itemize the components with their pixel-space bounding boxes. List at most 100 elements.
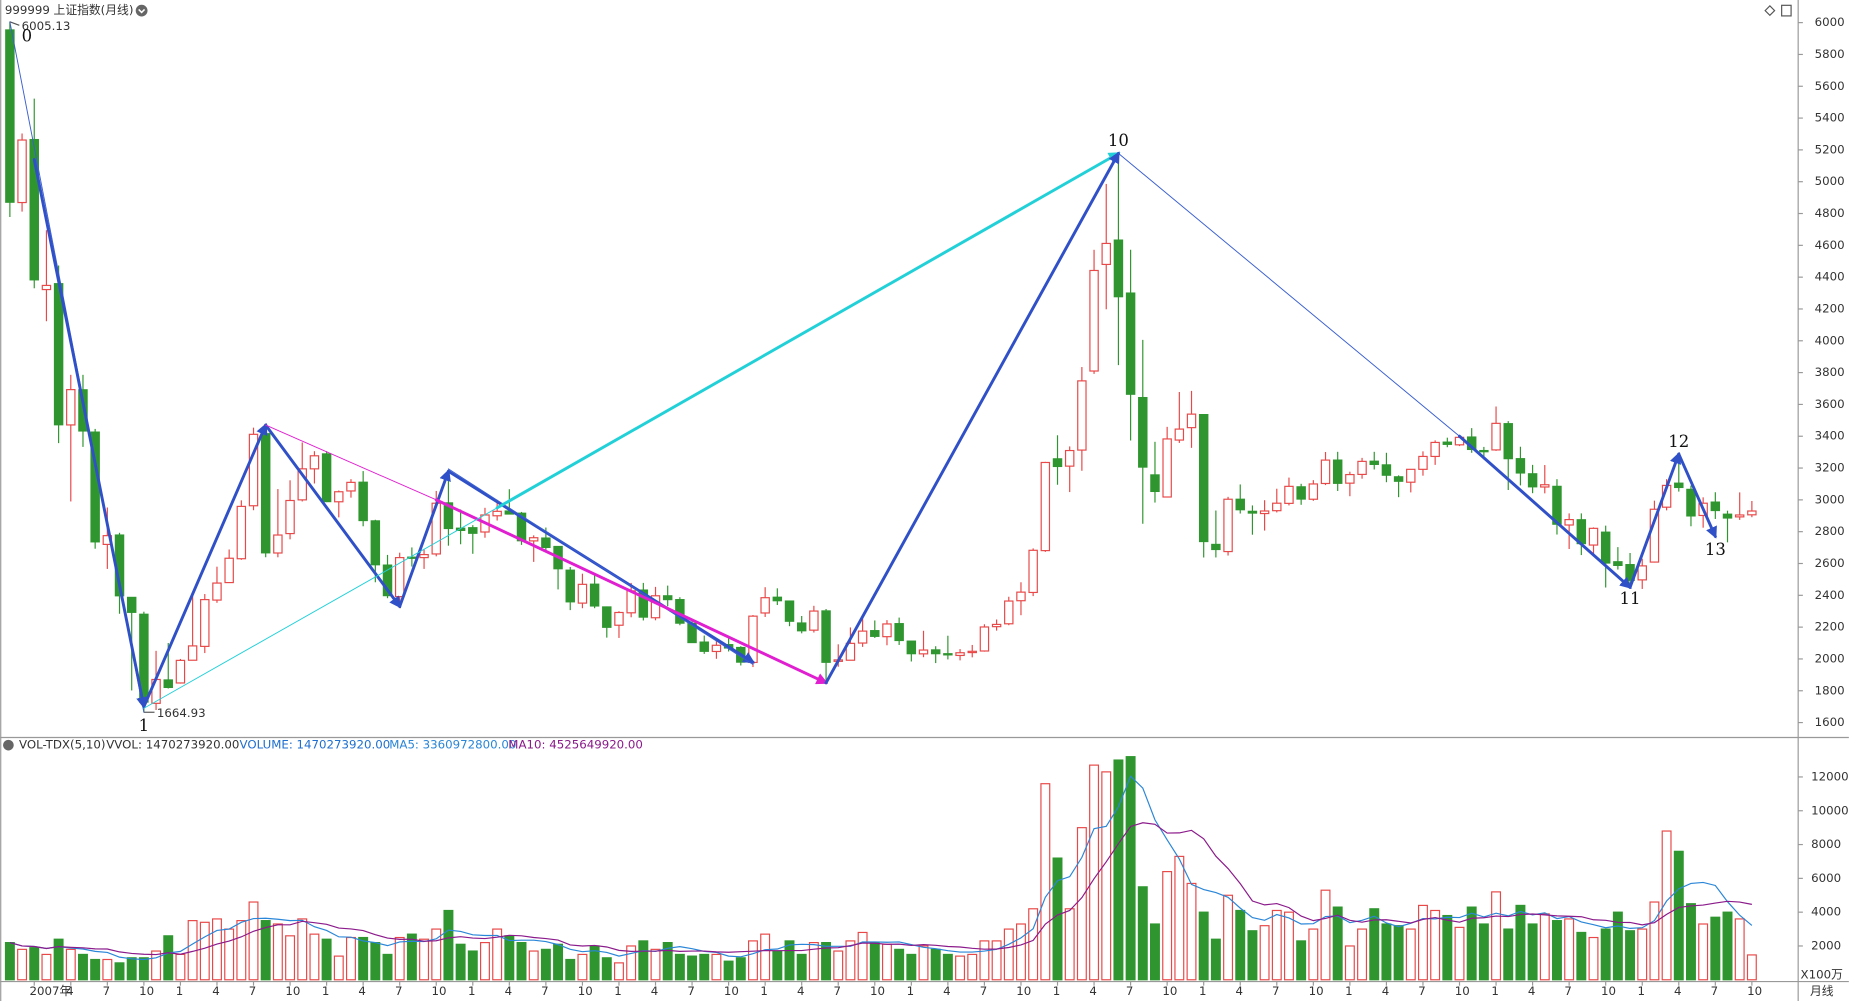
volume-bar	[1454, 926, 1465, 981]
volume-bar	[1320, 889, 1331, 981]
x-tick-label: 1	[1345, 984, 1353, 998]
candle-body	[1491, 422, 1501, 451]
candle-body	[845, 642, 856, 661]
x-tick-label: 10	[139, 984, 154, 998]
y-tick-label: 6000	[1811, 871, 1841, 885]
volume-bar	[906, 953, 917, 981]
title-menu-icon[interactable]	[135, 4, 148, 17]
candle-body	[870, 630, 880, 637]
x-tick-label: 4	[66, 984, 74, 998]
volume-bar	[772, 950, 783, 981]
candle-body	[809, 610, 819, 631]
volume-bar	[1637, 928, 1648, 981]
volume-bar	[1588, 936, 1599, 981]
volume-bar	[1576, 931, 1587, 981]
volume-bar	[1734, 918, 1745, 981]
candle-body	[906, 640, 917, 655]
volume-bar	[431, 928, 442, 981]
volume-bar	[1064, 908, 1075, 981]
y-tick-label: 3800	[1815, 365, 1845, 379]
volume-bar	[1430, 909, 1441, 981]
y-tick-label: 5800	[1815, 47, 1845, 61]
candle-body	[260, 433, 271, 554]
y-tick-label: 2000	[1815, 651, 1845, 665]
y-tick-label: 4200	[1815, 301, 1845, 315]
volume-bar	[881, 943, 892, 981]
volume-bar	[1247, 930, 1258, 981]
x-tick-label: 1	[907, 984, 915, 998]
volume-bar	[1198, 911, 1209, 981]
candle-body	[297, 468, 307, 501]
volume-bar	[1649, 901, 1660, 981]
candle-body	[1674, 482, 1684, 489]
volume-bar	[1186, 882, 1197, 981]
volume-bar	[199, 921, 210, 981]
candle-body	[1418, 455, 1428, 470]
candle-body	[1381, 464, 1392, 476]
volume-bar	[845, 940, 856, 981]
candle-body	[1028, 549, 1038, 594]
title-menu-chevron	[138, 8, 146, 14]
candle-body	[309, 455, 320, 470]
x-tick-label: 10	[870, 984, 885, 998]
volume-bar	[650, 948, 661, 981]
volume-bar	[565, 958, 576, 981]
volume-bar	[857, 931, 868, 981]
candle-body	[894, 623, 904, 642]
volume-unit: X100万	[1801, 968, 1844, 982]
x-tick-label: 7	[1418, 984, 1426, 998]
x-tick-label: 7	[980, 984, 988, 998]
volume-bar	[504, 935, 515, 981]
volume-bar	[406, 933, 417, 981]
x-tick-label: 7	[687, 984, 695, 998]
volume-bar	[382, 953, 393, 981]
volume-bar	[540, 948, 551, 981]
volume-bar	[516, 942, 527, 981]
candle-body	[821, 610, 831, 663]
volume-bar	[662, 942, 673, 981]
indicator-menu-icon[interactable]	[3, 739, 14, 751]
volume-bar	[1673, 850, 1684, 981]
volume-bar	[1369, 908, 1380, 981]
volume-bar	[151, 950, 162, 981]
candle-body	[29, 138, 39, 281]
volume-bar	[1162, 871, 1173, 981]
candle-body	[1101, 242, 1111, 266]
volume-bar	[345, 936, 356, 981]
candle-body	[382, 564, 393, 597]
candle-body	[602, 606, 612, 628]
x-tick-label: 2007年	[30, 984, 72, 998]
volume-bar	[1417, 904, 1428, 981]
x-tick-label: 4	[1674, 984, 1682, 998]
wave-line	[1628, 451, 1682, 589]
volume-bar	[467, 950, 478, 981]
candle-body	[1430, 441, 1440, 458]
volume-bar	[1259, 925, 1270, 981]
volume-bar	[894, 948, 905, 981]
x-tick-label: 10	[724, 984, 739, 998]
candle-body	[991, 623, 1002, 628]
x-tick-label: 10	[1016, 984, 1031, 998]
candle-body	[334, 491, 344, 503]
volume-bar	[1600, 928, 1611, 981]
volume-bar	[236, 920, 247, 981]
candle-body	[541, 537, 551, 549]
draw-tool-icon[interactable]	[1764, 5, 1776, 17]
candle-body	[662, 595, 673, 601]
candle-body	[760, 597, 770, 614]
window-icon[interactable]	[1781, 4, 1792, 17]
y-tick-label: 5000	[1815, 174, 1845, 188]
indicator-name: VOL-TDX(5,10)	[19, 738, 105, 752]
wave-label: 12	[1668, 432, 1689, 451]
volume-bar	[674, 953, 685, 981]
candle-body	[419, 554, 429, 559]
volume-bar	[1149, 923, 1160, 981]
y-tick-label: 3600	[1815, 397, 1845, 411]
x-tick-label: 1	[1638, 984, 1646, 998]
y-tick-label: 2600	[1815, 556, 1845, 570]
x-tick-label: 10	[1601, 984, 1616, 998]
volume-bar	[1393, 925, 1404, 981]
volume-bar	[1527, 923, 1538, 981]
volume-bar	[613, 962, 624, 981]
